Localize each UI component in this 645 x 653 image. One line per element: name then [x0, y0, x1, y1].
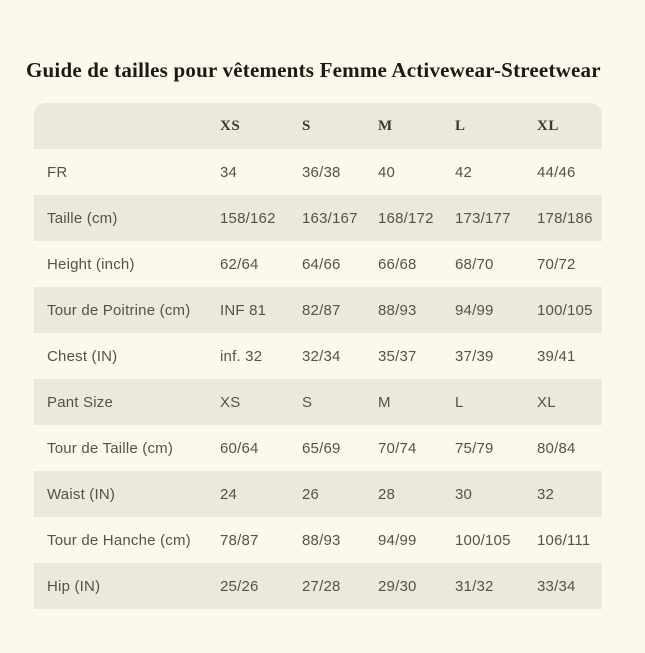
column-header-xl: XL	[537, 103, 602, 149]
size-guide-table: XS S M L XL FR 34 36/38 40 42 44/46 Taille (cm) 158…	[34, 103, 602, 609]
size-table-body: FR 34 36/38 40 42 44/46 Taille (cm) 158/162 163/…	[34, 149, 602, 609]
table-cell: 65/69	[302, 425, 378, 471]
table-cell: 32/34	[302, 333, 378, 379]
table-cell: M	[378, 379, 455, 425]
table-row: Hip (IN) 25/26 27/28 29/30 31/32 33/34	[34, 563, 602, 609]
table-row: Tour de Taille (cm) 60/64 65/69 70/74 75/79 8…	[34, 425, 602, 471]
table-cell: inf. 32	[220, 333, 302, 379]
row-label: Chest (IN)	[34, 333, 220, 379]
row-label: Tour de Taille (cm)	[34, 425, 220, 471]
table-cell: 30	[455, 471, 537, 517]
table-cell: 34	[220, 149, 302, 195]
table-cell: 29/30	[378, 563, 455, 609]
table-row: Height (inch) 62/64 64/66 66/68 68/70 70/72	[34, 241, 602, 287]
table-cell: 75/79	[455, 425, 537, 471]
table-cell: L	[455, 379, 537, 425]
size-table-header: XS S M L XL	[34, 103, 602, 149]
table-cell: 33/34	[537, 563, 602, 609]
table-cell: 39/41	[537, 333, 602, 379]
page-title: Guide de tailles pour vêtements Femme Ac…	[26, 58, 601, 82]
table-row: FR 34 36/38 40 42 44/46	[34, 149, 602, 195]
table-cell: 80/84	[537, 425, 602, 471]
column-header-m: M	[378, 103, 455, 149]
table-cell: 70/72	[537, 241, 602, 287]
row-label: Pant Size	[34, 379, 220, 425]
column-header-l: L	[455, 103, 537, 149]
table-cell: 36/38	[302, 149, 378, 195]
table-cell: 32	[537, 471, 602, 517]
table-row: Tour de Hanche (cm) 78/87 88/93 94/99 100/10…	[34, 517, 602, 563]
table-cell: 168/172	[378, 195, 455, 241]
table-cell: 62/64	[220, 241, 302, 287]
table-row: Taille (cm) 158/162 163/167 168/172 173/177 1…	[34, 195, 602, 241]
row-label: Tour de Hanche (cm)	[34, 517, 220, 563]
row-label: Height (inch)	[34, 241, 220, 287]
table-cell: 31/32	[455, 563, 537, 609]
table-cell: 82/87	[302, 287, 378, 333]
header-empty-cell	[34, 103, 220, 149]
table-cell: 27/28	[302, 563, 378, 609]
table-cell: 66/68	[378, 241, 455, 287]
table-cell: 88/93	[302, 517, 378, 563]
table-cell: 78/87	[220, 517, 302, 563]
table-cell: 173/177	[455, 195, 537, 241]
row-label: FR	[34, 149, 220, 195]
table-row: Chest (IN) inf. 32 32/34 35/37 37/39 39/41	[34, 333, 602, 379]
table-cell: 37/39	[455, 333, 537, 379]
table-cell: 60/64	[220, 425, 302, 471]
table-cell: 178/186	[537, 195, 602, 241]
table-cell: 24	[220, 471, 302, 517]
row-label: Tour de Poitrine (cm)	[34, 287, 220, 333]
table-cell: 40	[378, 149, 455, 195]
table-cell: 42	[455, 149, 537, 195]
table-cell: 94/99	[455, 287, 537, 333]
column-header-xs: XS	[220, 103, 302, 149]
table-cell: S	[302, 379, 378, 425]
table-cell: 163/167	[302, 195, 378, 241]
table-cell: 88/93	[378, 287, 455, 333]
column-header-s: S	[302, 103, 378, 149]
table-cell: 44/46	[537, 149, 602, 195]
table-cell: XS	[220, 379, 302, 425]
table-cell: 25/26	[220, 563, 302, 609]
table-row: Tour de Poitrine (cm) INF 81 82/87 88/93 94/…	[34, 287, 602, 333]
table-cell: 100/105	[455, 517, 537, 563]
table-cell: 35/37	[378, 333, 455, 379]
table-cell: 26	[302, 471, 378, 517]
table-cell: 100/105	[537, 287, 602, 333]
table-cell: 94/99	[378, 517, 455, 563]
table-cell: XL	[537, 379, 602, 425]
row-label: Hip (IN)	[34, 563, 220, 609]
table-cell: 64/66	[302, 241, 378, 287]
table-cell: 28	[378, 471, 455, 517]
table-row: Waist (IN) 24 26 28 30 32	[34, 471, 602, 517]
row-label: Waist (IN)	[34, 471, 220, 517]
table-row: Pant Size XS S M L XL	[34, 379, 602, 425]
table-cell: 68/70	[455, 241, 537, 287]
header-row: XS S M L XL	[34, 103, 602, 149]
table-cell: 70/74	[378, 425, 455, 471]
table-cell: 158/162	[220, 195, 302, 241]
row-label: Taille (cm)	[34, 195, 220, 241]
table-cell: INF 81	[220, 287, 302, 333]
table-cell: 106/111	[537, 517, 602, 563]
